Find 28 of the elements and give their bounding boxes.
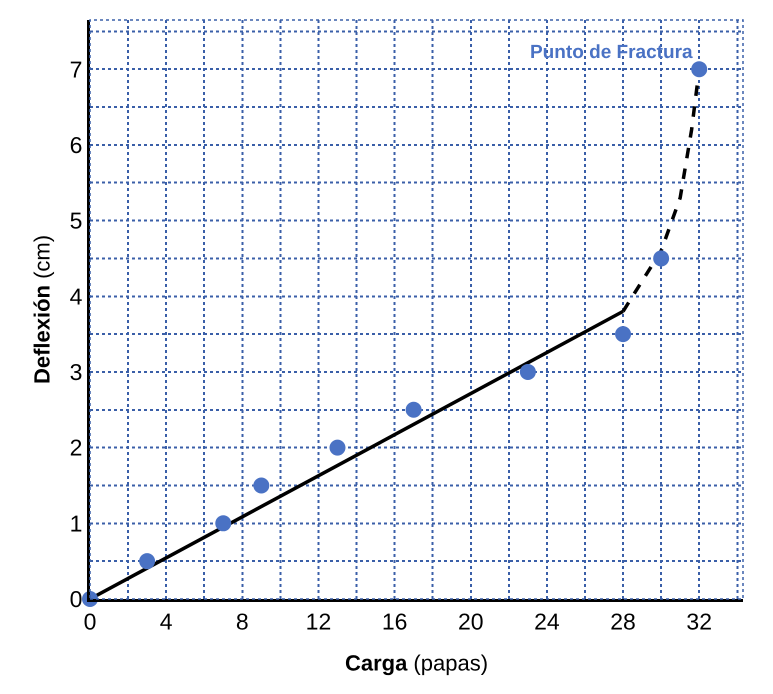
annotation: Punto de Fractura xyxy=(530,42,694,63)
x-tick-label: 32 xyxy=(686,608,712,635)
y-tick-label: 2 xyxy=(70,434,82,461)
point xyxy=(615,326,632,342)
y-tick-label: 0 xyxy=(70,586,82,612)
x-tick-label: 12 xyxy=(306,608,332,635)
x-tick-label: 8 xyxy=(236,608,249,635)
y-tick-label: 6 xyxy=(70,132,82,158)
point xyxy=(215,515,232,532)
x-tick-label: 16 xyxy=(382,608,408,635)
y-tick-label: 3 xyxy=(70,358,82,385)
y-tick-label: 1 xyxy=(70,510,82,536)
y-tick-label: 7 xyxy=(70,56,82,82)
x-tick-label: 24 xyxy=(534,608,560,635)
x-tick-label: 4 xyxy=(160,608,173,635)
point xyxy=(253,477,270,494)
x-tick-label: 28 xyxy=(610,608,636,635)
point xyxy=(520,364,536,380)
point xyxy=(139,553,156,570)
point xyxy=(691,61,708,78)
point xyxy=(406,402,422,418)
y-axis-title: Deflexión (cm) xyxy=(29,234,54,384)
y-tick-label: 5 xyxy=(70,208,82,234)
x-axis-title: Carga (papas) xyxy=(344,650,488,676)
point xyxy=(653,250,670,266)
y-tick-label: 4 xyxy=(70,283,83,310)
x-tick-label: 20 xyxy=(458,608,484,635)
point xyxy=(329,440,346,456)
